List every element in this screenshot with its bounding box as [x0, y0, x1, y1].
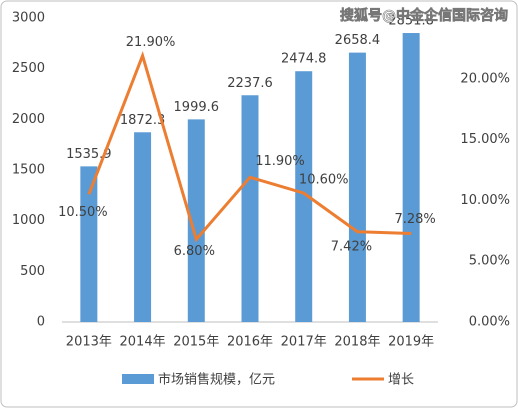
line-value-label: 10.50% [58, 205, 108, 220]
bar-value-label: 1872.3 [120, 113, 166, 128]
line-value-label: 21.90% [126, 35, 176, 50]
bar-value-label: 2851.8 [388, 14, 434, 29]
y2-tick-label: 0.00% [469, 315, 510, 330]
line-value-label: 7.28% [394, 212, 435, 227]
y2-tick-label: 15.00% [460, 132, 510, 147]
y-tick-label: 1000 [12, 213, 45, 228]
y2-tick-label: 20.00% [460, 71, 510, 86]
bar [295, 71, 313, 322]
line [87, 51, 412, 243]
x-tick-label: 2019年 [388, 335, 434, 350]
line-value-label: 10.60% [299, 173, 349, 188]
watermark: 搜狐号@中金企信国际咨询 [340, 7, 508, 24]
y-tick-label: 500 [20, 264, 45, 279]
y-tick-label: 3000 [12, 11, 45, 26]
line-value-label: 11.90% [255, 154, 305, 169]
bar [134, 132, 152, 322]
bar [402, 33, 420, 322]
x-tick-label: 2015年 [173, 335, 219, 350]
bar-value-label: 1535.9 [66, 147, 112, 162]
x-tick-label: 2013年 [66, 335, 112, 350]
x-tick-label: 2014年 [120, 335, 166, 350]
y-tick-label: 2000 [12, 112, 45, 127]
legend-swatch [122, 374, 154, 384]
bar [348, 52, 366, 322]
x-tick-label: 2016年 [227, 335, 273, 350]
x-tick-label: 2018年 [334, 335, 380, 350]
bar [241, 95, 259, 322]
bar-value-label: 2237.6 [227, 76, 273, 91]
y-tick-label: 0 [37, 315, 45, 330]
legend-label: 市场销售规模，亿元 [158, 372, 275, 388]
bar-value-label: 2474.8 [281, 52, 327, 67]
line-value-label: 6.80% [174, 244, 215, 259]
x-tick-label: 2017年 [281, 335, 327, 350]
y2-tick-label: 5.00% [469, 254, 510, 269]
line-value-label: 7.42% [331, 239, 372, 254]
bar [80, 166, 98, 322]
y2-tick-label: 10.00% [460, 193, 510, 208]
bar-value-label: 1999.6 [174, 100, 220, 115]
bar [187, 119, 205, 322]
y-tick-label: 1500 [12, 163, 45, 178]
legend-label: 增长 [388, 373, 414, 388]
bar-value-label: 2658.4 [335, 33, 381, 48]
y-tick-label: 2500 [12, 61, 45, 76]
